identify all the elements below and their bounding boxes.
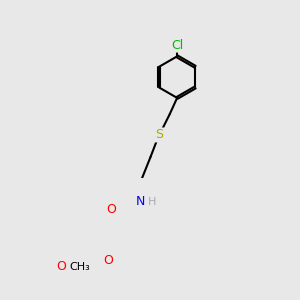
Text: S: S [155,128,163,142]
Text: N: N [135,195,145,208]
Text: O: O [57,260,67,274]
Text: Cl: Cl [171,39,183,52]
Text: CH₃: CH₃ [69,262,90,272]
Text: H: H [148,197,157,207]
Text: O: O [103,254,113,267]
Text: O: O [106,203,116,216]
